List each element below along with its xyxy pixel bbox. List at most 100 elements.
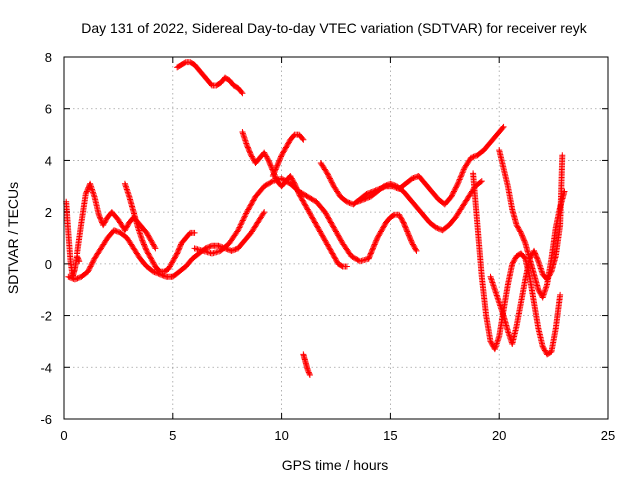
data-point bbox=[96, 213, 103, 220]
data-point bbox=[330, 181, 337, 188]
data-point bbox=[459, 169, 466, 176]
data-point bbox=[148, 255, 155, 262]
data-point bbox=[374, 235, 381, 241]
data-point bbox=[316, 227, 323, 234]
data-point bbox=[323, 240, 330, 247]
data-point bbox=[324, 171, 331, 178]
data-point bbox=[167, 262, 174, 269]
y-tick-label: -6 bbox=[40, 412, 52, 427]
data-point bbox=[165, 266, 172, 273]
data-point bbox=[314, 224, 321, 231]
y-tick-label: 0 bbox=[45, 257, 52, 272]
data-point bbox=[487, 338, 494, 345]
y-tick-label: -2 bbox=[40, 309, 52, 324]
data-point bbox=[275, 160, 282, 167]
data-point bbox=[396, 213, 403, 220]
data-point bbox=[509, 259, 516, 266]
data-point bbox=[251, 196, 258, 203]
data-point bbox=[390, 212, 397, 219]
data-point bbox=[84, 268, 91, 275]
data-point bbox=[88, 260, 95, 267]
data-point bbox=[409, 240, 416, 247]
grid bbox=[64, 57, 608, 419]
data-point bbox=[409, 241, 416, 248]
data-point bbox=[332, 255, 339, 262]
data-point bbox=[375, 232, 382, 239]
data-point bbox=[322, 237, 329, 244]
data-point bbox=[345, 199, 352, 206]
data-point bbox=[229, 247, 236, 254]
data-point bbox=[306, 370, 313, 377]
data-point bbox=[298, 194, 305, 201]
data-point bbox=[478, 178, 485, 185]
data-point bbox=[284, 141, 291, 148]
data-point bbox=[452, 184, 459, 191]
data-point bbox=[454, 181, 461, 188]
data-point bbox=[296, 191, 303, 198]
data-point bbox=[450, 188, 457, 195]
data-point bbox=[294, 187, 301, 194]
data-point bbox=[248, 200, 255, 207]
data-point bbox=[332, 227, 339, 234]
data-point bbox=[384, 181, 391, 188]
data-point bbox=[90, 256, 97, 263]
data-point bbox=[330, 253, 337, 260]
data-point bbox=[95, 211, 102, 218]
data-point bbox=[330, 223, 337, 230]
data-point bbox=[265, 157, 272, 164]
data-point bbox=[273, 165, 280, 172]
data-point bbox=[142, 244, 149, 251]
data-point bbox=[123, 224, 130, 231]
data-point bbox=[359, 196, 366, 203]
data-point bbox=[174, 250, 181, 257]
data-point bbox=[292, 183, 299, 190]
data-point bbox=[325, 172, 332, 179]
data-point bbox=[248, 153, 255, 160]
data-point bbox=[300, 198, 307, 205]
data-point bbox=[96, 214, 103, 221]
y-tick-label: 2 bbox=[45, 205, 52, 220]
data-point bbox=[112, 227, 119, 234]
data-point bbox=[237, 223, 244, 230]
data-point bbox=[454, 180, 461, 187]
data-point bbox=[539, 343, 546, 350]
data-point bbox=[147, 236, 154, 243]
data-point bbox=[242, 211, 249, 218]
data-point bbox=[520, 235, 527, 241]
data-point bbox=[365, 194, 372, 201]
data-point bbox=[305, 207, 312, 214]
data-point bbox=[148, 238, 155, 245]
data-point bbox=[541, 346, 548, 353]
data-point bbox=[83, 189, 90, 196]
data-point bbox=[148, 237, 155, 244]
data-point bbox=[288, 174, 295, 181]
data-point bbox=[140, 241, 147, 248]
data-point bbox=[411, 244, 418, 251]
series-sat-b bbox=[74, 180, 159, 257]
data-point bbox=[139, 238, 146, 245]
data-point bbox=[326, 216, 333, 223]
data-point bbox=[448, 193, 455, 200]
data-point bbox=[456, 176, 463, 183]
data-point bbox=[142, 245, 149, 252]
data-point bbox=[377, 228, 384, 235]
data-point bbox=[343, 198, 350, 205]
data-point bbox=[75, 256, 82, 263]
data-point bbox=[406, 233, 413, 240]
data-point bbox=[338, 237, 345, 244]
data-point bbox=[410, 242, 417, 249]
data-point bbox=[276, 157, 283, 164]
data-point bbox=[270, 170, 277, 177]
data-point bbox=[301, 201, 308, 208]
data-point bbox=[271, 169, 278, 176]
data-point bbox=[304, 206, 311, 213]
data-point bbox=[308, 213, 315, 220]
data-point bbox=[283, 143, 290, 150]
data-point bbox=[510, 258, 517, 265]
data-point bbox=[513, 222, 520, 229]
tick-labels: 0 5 10 15 20 25 -6 -4 -2 0 2 4 6 8 bbox=[40, 50, 615, 443]
data-point bbox=[76, 258, 83, 265]
data-point bbox=[151, 244, 158, 251]
data-point bbox=[541, 347, 548, 354]
data-point bbox=[452, 185, 459, 192]
